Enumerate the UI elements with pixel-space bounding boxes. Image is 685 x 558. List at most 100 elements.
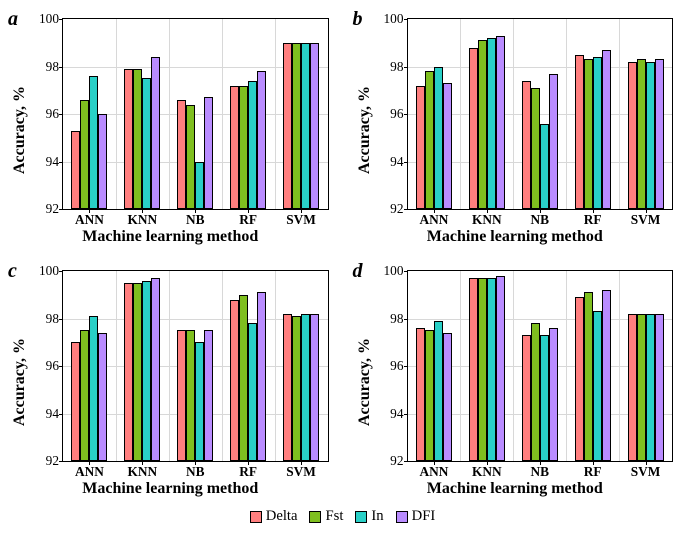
bar-fst — [478, 278, 487, 461]
bar-fst — [239, 86, 248, 210]
grid-line — [460, 19, 461, 209]
y-tick-label: 94 — [46, 154, 63, 170]
y-tick-label: 96 — [46, 106, 63, 122]
bar-delta — [416, 86, 425, 210]
y-tick-label: 94 — [46, 406, 63, 422]
bar-dfi — [98, 333, 107, 461]
bar-fst — [425, 330, 434, 461]
y-axis-title: Accuracy, % — [356, 338, 374, 426]
bar-in — [301, 314, 310, 461]
bar-fst — [637, 314, 646, 461]
grid-line — [619, 271, 620, 461]
bar-delta — [124, 69, 133, 209]
grid-line — [275, 271, 276, 461]
bar-dfi — [549, 74, 558, 209]
bar-dfi — [496, 36, 505, 209]
grid-line — [275, 19, 276, 209]
bar-in — [487, 38, 496, 209]
bar-delta — [71, 131, 80, 209]
y-tick-label: 98 — [46, 59, 63, 75]
legend-swatch — [309, 511, 321, 523]
bar-in — [593, 311, 602, 461]
y-axis-title: Accuracy, % — [11, 338, 29, 426]
x-axis-title: Machine learning method — [427, 480, 603, 498]
bar-dfi — [655, 314, 664, 461]
y-tick-label: 92 — [46, 453, 63, 469]
bar-dfi — [443, 83, 452, 209]
legend-label: Fst — [325, 508, 343, 525]
legend-label: Delta — [266, 508, 298, 525]
grid-line — [513, 19, 514, 209]
bar-dfi — [602, 290, 611, 461]
y-tick-label: 100 — [39, 11, 63, 27]
bar-fst — [80, 100, 89, 209]
bar-dfi — [549, 328, 558, 461]
legend: Delta Fst In DFI — [10, 508, 675, 525]
grid-line — [116, 271, 117, 461]
legend-item-delta: Delta — [250, 508, 298, 525]
bar-fst — [133, 283, 142, 461]
x-tick — [434, 209, 435, 213]
grid-line — [619, 19, 620, 209]
bar-delta — [124, 283, 133, 461]
bar-delta — [283, 314, 292, 461]
bar-in — [434, 321, 443, 461]
bar-in — [434, 67, 443, 210]
x-tick — [89, 461, 90, 465]
x-tick — [301, 461, 302, 465]
x-tick — [540, 461, 541, 465]
bar-fst — [186, 105, 195, 210]
bar-dfi — [496, 276, 505, 461]
plot-area: 92949698100ANNKNNNBRFSVM — [62, 18, 329, 210]
bar-fst — [292, 316, 301, 461]
figure-grid: a 92949698100ANNKNNNBRFSVM Accuracy, % Mach… — [10, 10, 675, 502]
x-tick — [593, 461, 594, 465]
grid-line — [222, 271, 223, 461]
bar-delta — [469, 278, 478, 461]
panel-label: a — [8, 8, 18, 31]
panel-label: c — [8, 260, 17, 283]
grid-line — [222, 19, 223, 209]
bar-fst — [80, 330, 89, 461]
bar-delta — [416, 328, 425, 461]
bar-delta — [628, 62, 637, 209]
grid-line — [566, 19, 567, 209]
legend-item-fst: Fst — [309, 508, 343, 525]
x-tick — [646, 209, 647, 213]
bar-in — [142, 78, 151, 209]
y-tick-label: 92 — [46, 201, 63, 217]
plot-area: 92949698100ANNKNNNBRFSVM — [62, 270, 329, 462]
bar-dfi — [310, 43, 319, 209]
bar-delta — [575, 297, 584, 461]
panel-d: d92949698100ANNKNNNBRFSVMAccuracy, %Mach… — [355, 262, 676, 502]
bar-fst — [292, 43, 301, 209]
x-tick — [593, 209, 594, 213]
legend-item-dfi: DFI — [396, 508, 436, 525]
legend-item-in: In — [355, 508, 383, 525]
x-tick — [89, 209, 90, 213]
bar-in — [540, 124, 549, 210]
bar-delta — [575, 55, 584, 209]
legend-label: In — [371, 508, 383, 525]
y-tick-label: 92 — [390, 201, 407, 217]
legend-swatch — [355, 511, 367, 523]
y-tick-label: 92 — [390, 453, 407, 469]
y-tick-label: 96 — [390, 106, 407, 122]
bar-in — [89, 316, 98, 461]
bar-fst — [584, 59, 593, 209]
bar-dfi — [98, 114, 107, 209]
bar-in — [646, 314, 655, 461]
x-tick — [248, 209, 249, 213]
grid-line — [566, 271, 567, 461]
y-tick-label: 98 — [390, 59, 407, 75]
y-axis-title: Accuracy, % — [11, 86, 29, 174]
bar-dfi — [443, 333, 452, 461]
y-tick-label: 96 — [46, 358, 63, 374]
plot-area: 92949698100ANNKNNNBRFSVM — [407, 18, 674, 210]
legend-label: DFI — [412, 508, 436, 525]
x-tick — [487, 461, 488, 465]
bar-fst — [478, 40, 487, 209]
bar-delta — [177, 330, 186, 461]
bar-fst — [133, 69, 142, 209]
bar-delta — [522, 335, 531, 461]
